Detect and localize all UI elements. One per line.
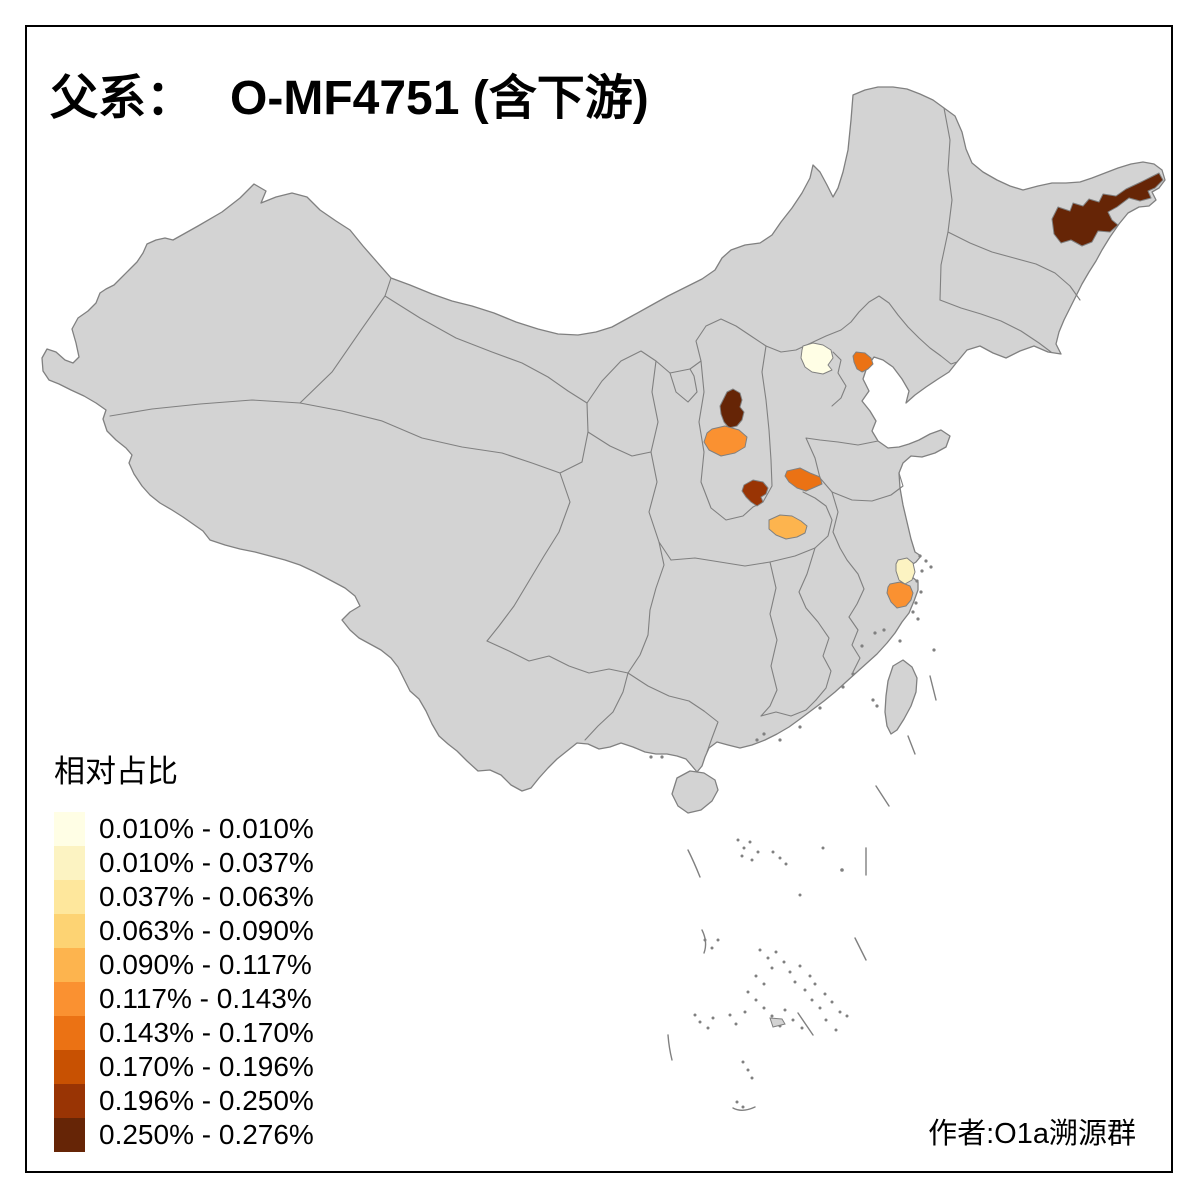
mainland-landmass xyxy=(41,86,1166,814)
taiwan-island xyxy=(884,659,918,735)
legend-title: 相对占比 xyxy=(54,754,178,789)
hainan-island xyxy=(671,770,719,814)
highlighted-regions xyxy=(703,172,1164,609)
legend-swatch xyxy=(54,1016,85,1050)
legend-label: 0.170% - 0.196% xyxy=(99,1051,314,1082)
legend-rows: 0.010% - 0.010% 0.010% - 0.037% 0.037% - 0… xyxy=(54,812,314,1152)
islets-and-dashes xyxy=(649,554,937,1111)
legend-swatch xyxy=(54,812,85,846)
region-heilongjiang-east xyxy=(1051,172,1164,247)
legend-row: 0.196% - 0.250% xyxy=(54,1084,314,1118)
legend-row: 0.090% - 0.117% xyxy=(54,948,314,982)
legend-label: 0.010% - 0.037% xyxy=(99,847,314,878)
legend-label: 0.143% - 0.170% xyxy=(99,1017,314,1048)
title-lineage-prefix: 父系： xyxy=(50,72,195,125)
legend-label: 0.196% - 0.250% xyxy=(99,1085,314,1116)
legend-swatch xyxy=(54,982,85,1016)
region-shaanxi-south xyxy=(741,479,769,507)
region-henan-south xyxy=(768,514,808,540)
legend-row: 0.037% - 0.063% xyxy=(54,880,314,914)
legend-row: 0.010% - 0.037% xyxy=(54,846,314,880)
region-zhejiang-south xyxy=(886,581,914,609)
map-title: 父系： O-MF4751 (含下游) xyxy=(50,58,649,128)
legend-label: 0.063% - 0.090% xyxy=(99,915,314,946)
legend-swatch xyxy=(54,1084,85,1118)
region-tangshan xyxy=(852,351,874,373)
legend-swatch xyxy=(54,880,85,914)
legend-swatch xyxy=(54,948,85,982)
legend-label: 0.090% - 0.117% xyxy=(99,949,312,980)
legend-row: 0.117% - 0.143% xyxy=(54,982,314,1016)
legend-label: 0.117% - 0.143% xyxy=(99,983,312,1014)
region-shanxi-center xyxy=(703,425,748,457)
title-lineage-name: O-MF4751 (含下游) xyxy=(230,72,649,125)
legend-swatch xyxy=(54,1050,85,1084)
legend-swatch xyxy=(54,914,85,948)
legend-row: 0.170% - 0.196% xyxy=(54,1050,314,1084)
legend-label: 0.250% - 0.276% xyxy=(99,1119,314,1150)
legend-row: 0.010% - 0.010% xyxy=(54,812,314,846)
region-zhejiang-north xyxy=(895,557,916,585)
legend-label: 0.037% - 0.063% xyxy=(99,881,314,912)
legend-swatch xyxy=(54,1118,85,1152)
region-shanxi-north xyxy=(719,388,745,429)
mainland-outline xyxy=(41,86,1166,792)
spratly-islet xyxy=(769,1017,786,1028)
region-beijing xyxy=(800,342,834,375)
legend-row: 0.063% - 0.090% xyxy=(54,914,314,948)
map-legend: 相对占比 0.010% - 0.010% 0.010% - 0.037% 0.037… xyxy=(54,746,314,1152)
legend-row: 0.143% - 0.170% xyxy=(54,1016,314,1050)
legend-swatch xyxy=(54,846,85,880)
region-henan-northeast xyxy=(784,467,823,492)
legend-label: 0.010% - 0.010% xyxy=(99,813,314,844)
legend-row: 0.250% - 0.276% xyxy=(54,1118,314,1152)
attribution: 作者:O1a溯源群 xyxy=(928,1118,1136,1150)
